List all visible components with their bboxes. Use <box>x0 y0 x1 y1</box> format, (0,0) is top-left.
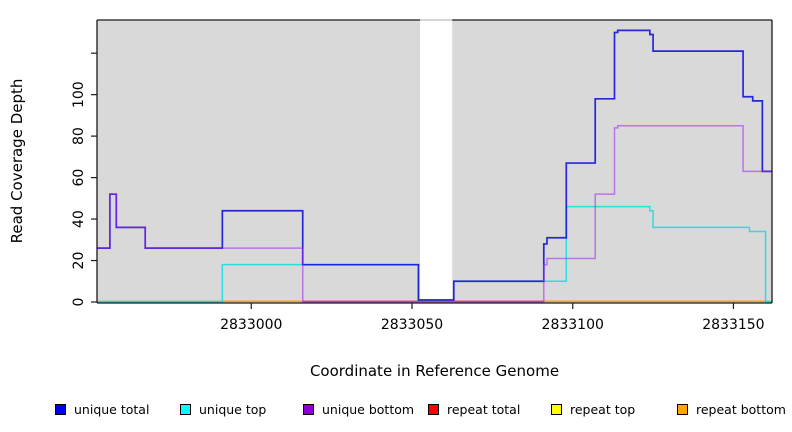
y-tick-label: 100 <box>71 81 87 108</box>
legend-item-unique-top: unique top <box>180 401 266 417</box>
y-axis-title: Read Coverage Depth <box>8 78 26 244</box>
legend-swatch-unique-bottom <box>303 403 314 415</box>
legend-label: unique top <box>199 401 267 417</box>
y-tick-label: 20 <box>71 252 87 270</box>
legend-swatch-unique-total <box>55 403 66 415</box>
x-tick-label: 2833150 <box>702 317 764 333</box>
x-axis-title: Coordinate in Reference Genome <box>309 362 560 380</box>
x-tick-label: 2833000 <box>220 317 282 333</box>
legend-swatch-unique-top <box>180 403 191 415</box>
y-tick-label: 0 <box>71 298 87 307</box>
x-tick-label: 2833100 <box>542 317 604 333</box>
y-tick-label: 80 <box>71 127 87 145</box>
axis-break-gap <box>420 12 453 300</box>
legend-label: repeat top <box>570 401 636 417</box>
legend-item-repeat-total: repeat total <box>428 401 520 417</box>
legend-label: unique total <box>74 401 150 417</box>
y-tick-label: 40 <box>71 210 87 228</box>
y-tick-label: 60 <box>71 169 87 187</box>
legend-label: unique bottom <box>322 401 415 417</box>
legend-label: repeat total <box>447 401 521 417</box>
chart-legend: unique total unique top unique bottom repea… <box>0 401 792 419</box>
legend-swatch-repeat-top <box>551 403 562 415</box>
legend-swatch-repeat-total <box>428 403 439 415</box>
legend-label: repeat bottom <box>696 401 786 417</box>
x-tick-label: 2833050 <box>381 317 443 333</box>
series-line-unique-bottom <box>97 125 772 303</box>
legend-swatch-repeat-bottom <box>677 403 688 415</box>
legend-item-repeat-bottom: repeat bottom <box>677 401 786 417</box>
legend-item-repeat-top: repeat top <box>551 401 635 417</box>
legend-item-unique-total: unique total <box>55 401 149 417</box>
legend-item-unique-bottom: unique bottom <box>303 401 414 417</box>
